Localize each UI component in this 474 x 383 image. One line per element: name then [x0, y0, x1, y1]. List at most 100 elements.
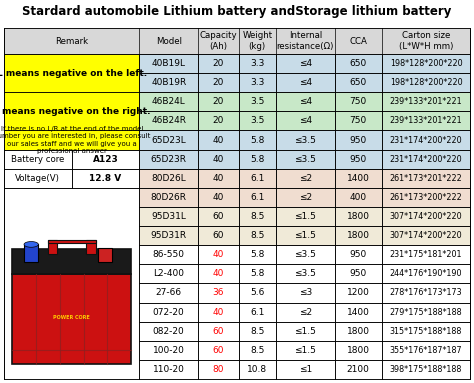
Text: 40B19R: 40B19R: [151, 78, 186, 87]
Bar: [139, 73, 198, 92]
Text: 40: 40: [213, 155, 224, 164]
Bar: [382, 360, 470, 379]
Bar: [198, 341, 239, 360]
Bar: [382, 207, 470, 226]
Text: 5.8: 5.8: [250, 155, 264, 164]
Bar: [239, 283, 276, 303]
Text: 40: 40: [213, 174, 224, 183]
Text: 80D26R: 80D26R: [151, 193, 187, 202]
Bar: [12, 274, 131, 364]
Bar: [198, 111, 239, 131]
Bar: [335, 303, 382, 322]
Bar: [382, 54, 470, 73]
Bar: [382, 131, 470, 150]
Bar: [198, 360, 239, 379]
Text: ≤2: ≤2: [299, 193, 312, 202]
Bar: [24, 244, 38, 262]
Text: 1200: 1200: [347, 288, 370, 298]
Bar: [239, 111, 276, 131]
Bar: [276, 73, 335, 92]
Bar: [4, 169, 72, 188]
Bar: [198, 226, 239, 245]
Bar: [198, 131, 239, 150]
Text: 279*175*188*188: 279*175*188*188: [390, 308, 462, 317]
Text: POWER CORE: POWER CORE: [53, 315, 90, 320]
Bar: [276, 360, 335, 379]
Text: 60: 60: [213, 231, 224, 240]
Text: 1800: 1800: [347, 212, 370, 221]
Bar: [4, 54, 139, 150]
Bar: [198, 207, 239, 226]
Text: ≤4: ≤4: [299, 97, 312, 106]
Text: 198*128*200*220: 198*128*200*220: [390, 59, 462, 68]
Text: 8.5: 8.5: [250, 327, 264, 336]
Text: Internal
resistance(Ω): Internal resistance(Ω): [276, 31, 334, 51]
Text: 40: 40: [213, 193, 224, 202]
Text: ≤1.5: ≤1.5: [294, 327, 316, 336]
Text: ≤4: ≤4: [299, 78, 312, 87]
Text: 95D31R: 95D31R: [151, 231, 187, 240]
Bar: [382, 226, 470, 245]
Bar: [382, 264, 470, 283]
Text: L means negative on the left.: L means negative on the left.: [0, 69, 147, 78]
Text: ≤3.5: ≤3.5: [294, 136, 316, 144]
Bar: [276, 341, 335, 360]
Bar: [139, 207, 198, 226]
Bar: [276, 169, 335, 188]
Bar: [382, 169, 470, 188]
Bar: [139, 111, 198, 131]
Bar: [335, 169, 382, 188]
Bar: [335, 283, 382, 303]
Bar: [382, 188, 470, 207]
Text: 239*133*201*221: 239*133*201*221: [390, 97, 462, 106]
Bar: [198, 188, 239, 207]
Text: 46B24R: 46B24R: [151, 116, 186, 125]
Bar: [198, 322, 239, 341]
Bar: [335, 54, 382, 73]
Bar: [276, 226, 335, 245]
Bar: [139, 92, 198, 111]
Bar: [139, 360, 198, 379]
Bar: [139, 150, 198, 169]
Text: ≤1.5: ≤1.5: [294, 346, 316, 355]
Text: 3.5: 3.5: [250, 97, 264, 106]
Text: 1800: 1800: [347, 231, 370, 240]
Text: 750: 750: [350, 116, 367, 125]
Bar: [239, 54, 276, 73]
Bar: [335, 341, 382, 360]
Text: 110-20: 110-20: [153, 365, 185, 374]
Text: 6.1: 6.1: [250, 308, 264, 317]
Bar: [139, 54, 198, 73]
Text: 6.1: 6.1: [250, 174, 264, 183]
Text: 231*174*200*220: 231*174*200*220: [390, 136, 462, 144]
Bar: [139, 131, 198, 150]
Text: ≤2: ≤2: [299, 174, 312, 183]
Bar: [12, 249, 131, 274]
Text: 2100: 2100: [347, 365, 370, 374]
Text: 65D23R: 65D23R: [151, 155, 187, 164]
Text: 80D26L: 80D26L: [151, 174, 186, 183]
Text: 3.3: 3.3: [250, 78, 264, 87]
Bar: [139, 245, 198, 264]
Text: 27-66: 27-66: [155, 288, 182, 298]
Ellipse shape: [24, 242, 38, 247]
Bar: [276, 188, 335, 207]
Bar: [276, 322, 335, 341]
Bar: [139, 226, 198, 245]
Text: 307*174*200*220: 307*174*200*220: [390, 231, 462, 240]
Text: 198*128*200*220: 198*128*200*220: [390, 78, 462, 87]
Text: 40: 40: [213, 269, 224, 278]
Text: 40B19L: 40B19L: [152, 59, 186, 68]
Text: 8.5: 8.5: [250, 231, 264, 240]
Text: 1400: 1400: [347, 174, 370, 183]
Text: ≤2: ≤2: [299, 308, 312, 317]
Bar: [382, 73, 470, 92]
Text: 20: 20: [213, 116, 224, 125]
Bar: [382, 283, 470, 303]
Bar: [139, 303, 198, 322]
Text: 8.5: 8.5: [250, 346, 264, 355]
Text: ≤3.5: ≤3.5: [294, 269, 316, 278]
Bar: [239, 169, 276, 188]
Bar: [239, 303, 276, 322]
Bar: [276, 54, 335, 73]
